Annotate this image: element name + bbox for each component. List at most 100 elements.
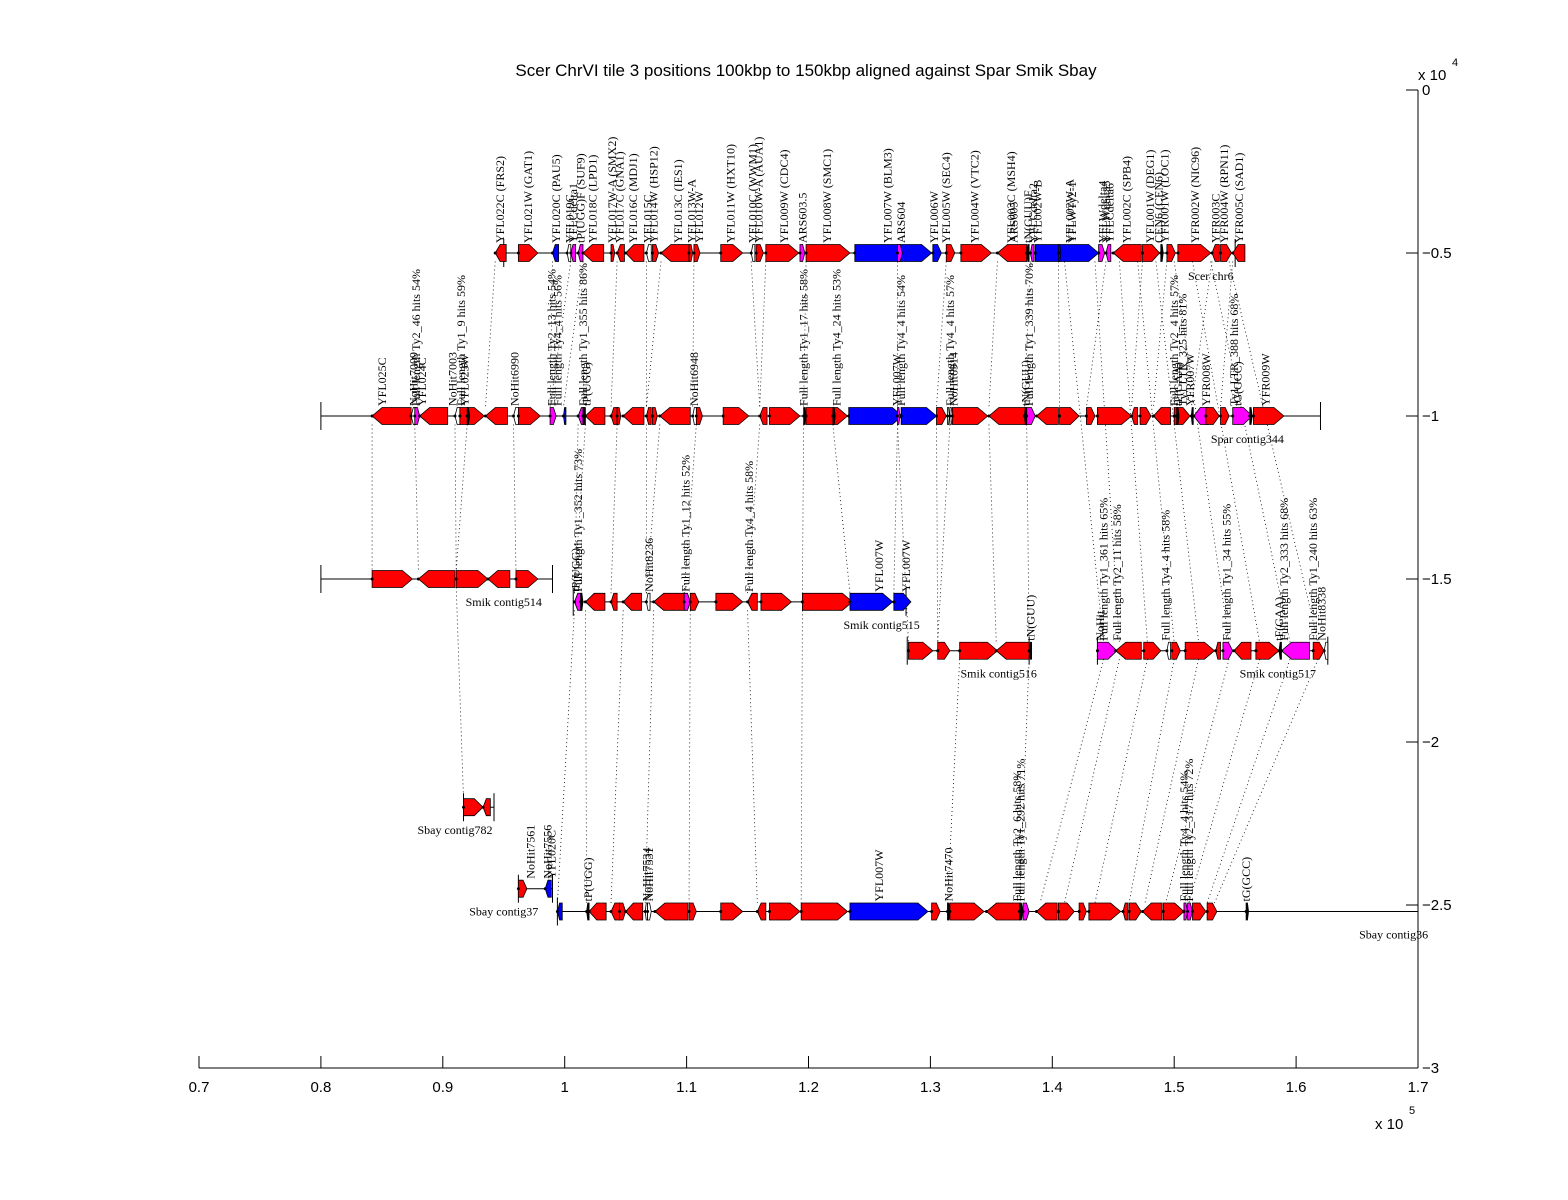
feature-boundary-dot: [409, 414, 413, 418]
alignment-link: [1094, 659, 1148, 904]
feature-boundary-dot: [1034, 910, 1038, 914]
feature-arrow: [949, 902, 985, 921]
feature-boundary-dot: [555, 910, 559, 914]
feature-boundary-dot: [583, 600, 587, 604]
feature-boundary-dot: [514, 577, 518, 581]
y-multiplier-label: x 10: [1418, 67, 1446, 84]
alignment-link: [1153, 261, 1168, 408]
feature-label: YFL013C (IES1): [671, 159, 685, 243]
feature-boundary-dot: [1021, 910, 1025, 914]
feature-boundary-dot: [930, 910, 934, 914]
feature-arrow: [1086, 407, 1096, 425]
alignment-link: [549, 261, 553, 408]
feature-arrow: [1115, 641, 1142, 660]
feature-arrow: [517, 407, 541, 425]
feature-label: Full length Ty1_240 hits 63%: [1306, 498, 1320, 641]
feature-boundary-dot: [1189, 414, 1193, 418]
feature-label: YFL010C (WWM1): [745, 144, 759, 243]
feature-arrow: [371, 407, 412, 425]
feature-boundary-dot: [1121, 910, 1125, 914]
feature-boundary-dot: [1231, 251, 1235, 255]
feature-boundary-dot: [609, 251, 613, 255]
feature-boundary-dot: [609, 600, 613, 604]
alignment-link: [454, 424, 457, 571]
feature-boundary-dot: [646, 910, 650, 914]
feature-label: Full length Ty2_13 hits 54%: [544, 269, 558, 406]
feature-boundary-dot: [1231, 414, 1235, 418]
alignment-link: [1210, 261, 1291, 643]
feature-boundary-dot: [948, 414, 952, 418]
feature-label: YFL017C (GNA1): [613, 151, 627, 243]
feature-label: tG(GCC): [1231, 361, 1245, 406]
feature-arrow: [715, 592, 744, 611]
feature-boundary-dot: [1025, 414, 1029, 418]
feature-label: Full length Ty4_4 hits 54%: [1177, 771, 1191, 902]
alignment-link: [688, 610, 691, 904]
contig-tracks: Scer chr6 YFL022C (FRS2) YFL021W (GAT1) YFL…: [320, 137, 1428, 942]
feature-arrow: [951, 407, 989, 425]
feature-label: NoHit7003: [446, 352, 460, 406]
feature-boundary-dot: [1182, 910, 1186, 914]
feature-arrow: [549, 407, 557, 425]
feature-arrow: [1312, 641, 1325, 660]
track-label: Smik contig516: [960, 667, 1036, 681]
feature-label: YFL018C (LPD1): [586, 155, 600, 243]
feature-label: YFL007W: [872, 849, 886, 902]
feature-arrow: [695, 407, 703, 425]
feature-boundary-dot: [1311, 649, 1315, 653]
feature-label: YFL007W: [889, 353, 903, 406]
alignment-link: [747, 424, 761, 594]
feature-boundary-dot: [1204, 414, 1208, 418]
alignment-link: [832, 424, 851, 594]
track-label: Smik contig515: [843, 618, 919, 632]
feature-label: YFL008W (SMC1): [820, 149, 834, 243]
feature-label: YFL007W: [899, 539, 913, 592]
feature-boundary-dot: [719, 910, 723, 914]
y-tick-label: −2: [1422, 734, 1439, 751]
feature-boundary-dot: [959, 251, 963, 255]
feature-arrow: [1139, 407, 1152, 425]
feature-boundary-dot: [767, 910, 771, 914]
feature-arrow: [1022, 902, 1030, 921]
feature-boundary-dot: [1277, 649, 1281, 653]
feature-boundary-dot: [1186, 910, 1190, 914]
feature-label: YFLWTy2-1: [1065, 181, 1079, 243]
feature-arrow: [1177, 244, 1212, 262]
feature-boundary-dot: [682, 600, 686, 604]
feature-boundary-dot: [516, 887, 520, 891]
feature-arrow: [931, 902, 941, 921]
feature-label: YFL013W-A: [684, 179, 698, 243]
feature-boundary-dot: [721, 414, 725, 418]
feature-arrow: [1059, 407, 1080, 425]
feature-arrow: [1112, 244, 1142, 262]
feature-boundary-dot: [1183, 649, 1187, 653]
feature-arrow: [805, 244, 851, 262]
feature-boundary-dot: [1190, 910, 1194, 914]
feature-boundary-dot: [516, 414, 520, 418]
feature-boundary-dot: [624, 910, 628, 914]
alignment-link: [455, 424, 468, 571]
feature-boundary-dot: [799, 910, 803, 914]
feature-arrow: [647, 902, 652, 921]
feature-label: YFL014W (HSP12): [647, 146, 661, 243]
alignment-link: [1144, 659, 1199, 904]
x-tick-label: 0.7: [189, 1079, 210, 1096]
feature-boundary-dot: [1279, 649, 1283, 653]
y-tick-label: −1.5: [1422, 571, 1452, 588]
feature-boundary-dot: [454, 577, 458, 581]
feature-boundary-dot: [1165, 251, 1169, 255]
feature-label: YFR008W: [1199, 353, 1213, 406]
feature-boundary-dot: [416, 577, 420, 581]
feature-arrow: [799, 244, 806, 262]
x-tick-label: 1.3: [920, 1079, 941, 1096]
feature-boundary-dot: [688, 600, 692, 604]
feature-boundary-dot: [1232, 649, 1236, 653]
feature-label: YFL020C: [544, 830, 558, 879]
feature-arrow: [660, 244, 690, 262]
feature-label: NoHit6914: [947, 352, 961, 406]
feature-arrow: [1057, 902, 1075, 921]
feature-boundary-dot: [644, 600, 648, 604]
feature-boundary-dot: [714, 600, 718, 604]
feature-arrow: [616, 244, 625, 262]
